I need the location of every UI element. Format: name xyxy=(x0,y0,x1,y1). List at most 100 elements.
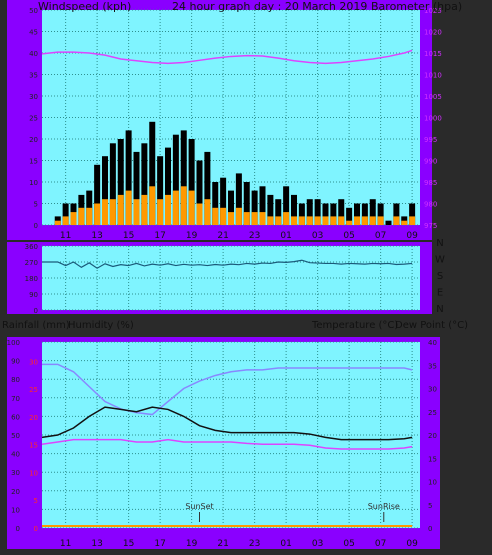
wind-bar xyxy=(109,143,116,225)
rainfall-y-tick: 15 xyxy=(29,442,38,450)
gust-bar xyxy=(338,216,345,225)
temperature-axis-title: Temperature (°C) xyxy=(312,320,399,331)
gust-bar xyxy=(109,199,116,225)
temp-x-tick: 15 xyxy=(123,539,134,549)
gust-bar xyxy=(204,199,211,225)
barometer-y-tick: 990 xyxy=(424,158,437,166)
rainfall-y-tick: 5 xyxy=(34,497,38,505)
gust-bar xyxy=(157,199,164,225)
gust-bar xyxy=(196,203,203,225)
gust-bar xyxy=(306,216,313,225)
gust-bar xyxy=(298,216,305,225)
temperature-y-tick: 30 xyxy=(428,386,437,394)
temp-x-tick: 07 xyxy=(375,539,386,549)
barometer-line xyxy=(41,49,413,65)
humidity-y-tick: 80 xyxy=(11,376,20,384)
direction-y-tick: 90 xyxy=(29,291,38,299)
wind-bar xyxy=(196,160,203,225)
wind-bar xyxy=(165,147,171,225)
direction-y-tick: 360 xyxy=(25,243,38,251)
humidity-y-tick: 10 xyxy=(11,506,20,514)
wind-bar xyxy=(385,220,392,225)
temp-x-tick: 03 xyxy=(312,539,323,549)
wind-x-tick: 21 xyxy=(217,231,228,241)
compass-label: N xyxy=(436,304,443,315)
temperature-y-tick: 40 xyxy=(428,339,437,347)
wind-bar xyxy=(212,182,219,225)
wind-x-tick: 23 xyxy=(249,231,260,241)
gust-bar xyxy=(133,199,140,225)
wind-axis-title: Windspeed (kph) xyxy=(38,0,132,13)
gust-bar xyxy=(291,216,297,225)
sun-annotation: SunRise xyxy=(368,502,400,511)
wind-x-tick: 19 xyxy=(186,231,198,241)
gust-bar xyxy=(314,216,321,225)
wind-bar xyxy=(62,203,69,225)
wind-bar xyxy=(393,203,400,225)
humidity-y-tick: 40 xyxy=(11,451,20,459)
gust-bar xyxy=(267,216,274,225)
wind-bar xyxy=(188,139,195,225)
compass-label: W xyxy=(435,255,445,266)
gust-bar xyxy=(228,212,234,225)
humidity-y-tick: 20 xyxy=(11,488,20,496)
wind-bar xyxy=(133,151,140,225)
humidity-axis-title: Humidity (%) xyxy=(68,320,134,331)
barometer-y-tick: 995 xyxy=(424,136,437,144)
gust-bar xyxy=(94,203,101,225)
direction-y-tick: 270 xyxy=(25,259,38,267)
rainfall-y-tick: 20 xyxy=(29,414,38,422)
humidity-y-tick: 30 xyxy=(11,469,20,477)
barometer-y-tick: 1020 xyxy=(424,29,442,37)
wind-bar xyxy=(117,139,124,225)
humidity-y-tick: 0 xyxy=(16,525,20,533)
wind-y-tick: 0 xyxy=(34,222,38,230)
humidity-y-tick: 100 xyxy=(7,339,20,347)
dewpoint-line xyxy=(41,438,413,450)
wind-bar xyxy=(291,194,297,225)
gust-bar xyxy=(220,207,227,225)
barometer-y-tick: 1025 xyxy=(424,7,442,15)
wind-x-tick: 07 xyxy=(375,231,386,241)
temp-x-tick: 23 xyxy=(249,539,260,549)
gust-bar xyxy=(54,220,61,225)
gust-bar xyxy=(346,220,353,225)
barometer-y-tick: 1010 xyxy=(424,72,442,80)
wind-bar xyxy=(243,182,250,225)
direction-y-tick: 180 xyxy=(25,275,38,283)
wind-bar xyxy=(141,143,148,225)
wind-bar xyxy=(275,199,282,225)
compass-label: E xyxy=(437,288,443,299)
wind-bar xyxy=(180,130,187,225)
gust-bar xyxy=(361,216,368,225)
gust-bar xyxy=(86,207,93,225)
temp-x-tick: 19 xyxy=(186,539,198,549)
wind-bar xyxy=(346,207,353,225)
humidity-y-tick: 90 xyxy=(11,358,20,366)
gust-bar xyxy=(409,216,416,225)
temperature-y-tick: 20 xyxy=(428,432,437,440)
dewpoint-axis-title: Dew Point (°C) xyxy=(395,320,469,331)
gust-bar xyxy=(180,186,187,225)
wind-y-tick: 45 xyxy=(29,29,38,37)
wind-bar xyxy=(298,203,305,225)
wind-y-tick: 50 xyxy=(29,7,38,15)
wind-bar xyxy=(369,199,376,225)
barometer-y-tick: 1000 xyxy=(424,115,442,123)
humidity-y-tick: 60 xyxy=(11,413,20,421)
gust-bar xyxy=(259,212,266,225)
temp-x-tick: 01 xyxy=(280,539,291,549)
sun-annotation: SunSet xyxy=(185,502,213,511)
wind-bar xyxy=(220,177,227,225)
temp-x-tick: 11 xyxy=(60,539,71,549)
rainfall-y-tick: 25 xyxy=(29,386,38,394)
wind-y-tick: 5 xyxy=(34,201,38,209)
wind-bar xyxy=(172,134,179,225)
wind-x-tick: 01 xyxy=(280,231,291,241)
temp-x-tick: 09 xyxy=(406,539,418,549)
gust-bar xyxy=(377,216,384,225)
rainfall-axis-title: Rainfall (mm) xyxy=(2,320,70,331)
wind-y-tick: 40 xyxy=(29,50,38,58)
barometer-y-tick: 1005 xyxy=(424,93,442,101)
